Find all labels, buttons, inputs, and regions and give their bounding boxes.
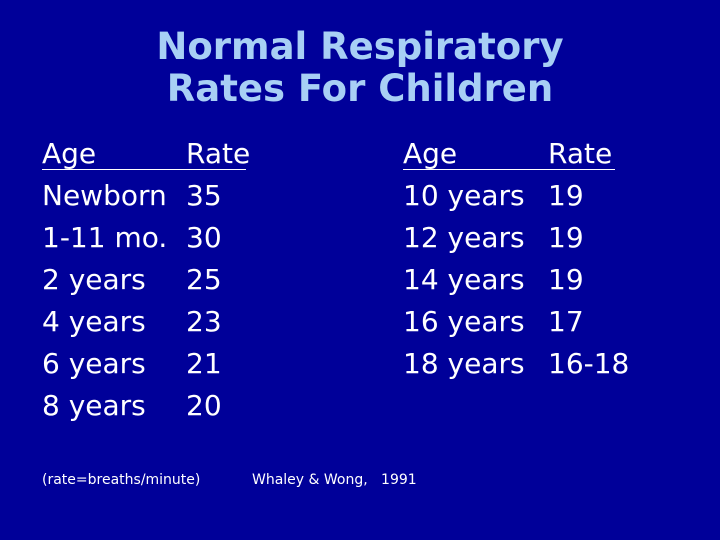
- right-row-age: 12 years: [403, 221, 525, 254]
- left-row-age: 4 years: [42, 305, 146, 338]
- right-row-rate: 19: [548, 263, 584, 296]
- left-row-age: 8 years: [42, 389, 146, 422]
- left-header-underline: [42, 169, 246, 170]
- title-line-2: Rates For Children: [166, 67, 554, 110]
- left-age-header: Age: [42, 137, 97, 170]
- right-row-rate: 19: [548, 179, 584, 212]
- right-header-underline: [403, 169, 615, 170]
- left-rate-header: Rate: [186, 137, 251, 170]
- left-row-age: Newborn: [42, 179, 167, 212]
- right-row-age: 10 years: [403, 179, 525, 212]
- left-row-age: 2 years: [42, 263, 146, 296]
- left-row-rate: 23: [186, 305, 222, 338]
- left-row-rate: 25: [186, 263, 222, 296]
- left-row-rate: 35: [186, 179, 222, 212]
- title-line-1: Normal Respiratory: [156, 25, 564, 68]
- source-citation: Whaley & Wong, 1991: [252, 472, 417, 488]
- left-row-rate: 30: [186, 221, 222, 254]
- left-row-rate: 21: [186, 347, 222, 380]
- left-row-age: 6 years: [42, 347, 146, 380]
- left-row-rate: 20: [186, 389, 222, 422]
- right-row-age: 16 years: [403, 305, 525, 338]
- right-rate-header: Rate: [548, 137, 613, 170]
- right-row-rate: 19: [548, 221, 584, 254]
- right-row-age: 14 years: [403, 263, 525, 296]
- right-row-rate: 17: [548, 305, 584, 338]
- right-row-rate: 16-18: [548, 347, 630, 380]
- right-age-header: Age: [403, 137, 458, 170]
- right-row-age: 18 years: [403, 347, 525, 380]
- left-row-age: 1-11 mo.: [42, 221, 168, 254]
- slide-title: Normal Respiratory Rates For Children: [0, 26, 720, 110]
- units-note: (rate=breaths/minute): [42, 472, 201, 488]
